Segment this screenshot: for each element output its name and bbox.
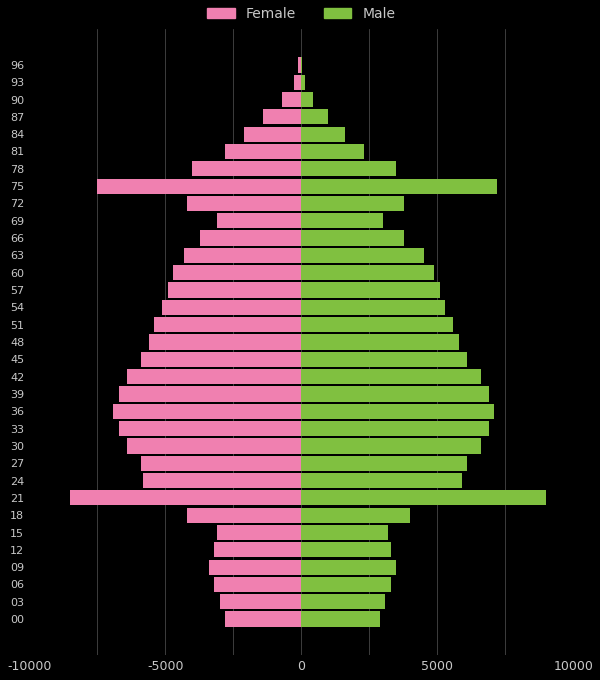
Bar: [301, 335, 459, 350]
Bar: [301, 611, 380, 627]
Bar: [301, 369, 481, 384]
Bar: [301, 577, 391, 592]
Bar: [301, 352, 467, 367]
Bar: [149, 335, 301, 350]
Bar: [127, 369, 301, 384]
Bar: [119, 386, 301, 402]
Bar: [184, 248, 301, 263]
Bar: [301, 490, 546, 505]
Bar: [217, 213, 301, 228]
Bar: [301, 126, 344, 142]
Bar: [220, 594, 301, 609]
Bar: [301, 92, 313, 107]
Bar: [301, 473, 461, 488]
Bar: [301, 317, 454, 333]
Bar: [244, 126, 301, 142]
Bar: [301, 560, 397, 575]
Bar: [97, 179, 301, 194]
Bar: [301, 161, 397, 176]
Bar: [298, 57, 301, 73]
Bar: [187, 196, 301, 211]
Bar: [225, 144, 301, 159]
Bar: [119, 421, 301, 436]
Bar: [301, 282, 440, 298]
Bar: [301, 248, 424, 263]
Bar: [293, 75, 301, 90]
Bar: [113, 404, 301, 419]
Bar: [301, 542, 391, 558]
Bar: [173, 265, 301, 280]
Legend: Female, Male: Female, Male: [201, 1, 401, 27]
Bar: [301, 75, 305, 90]
Bar: [301, 439, 481, 454]
Bar: [301, 265, 434, 280]
Bar: [187, 507, 301, 523]
Bar: [217, 525, 301, 540]
Bar: [301, 231, 404, 245]
Bar: [301, 404, 494, 419]
Bar: [163, 300, 301, 315]
Bar: [168, 282, 301, 298]
Bar: [200, 231, 301, 245]
Bar: [127, 439, 301, 454]
Bar: [301, 386, 489, 402]
Bar: [225, 611, 301, 627]
Bar: [193, 161, 301, 176]
Bar: [214, 542, 301, 558]
Bar: [140, 352, 301, 367]
Bar: [301, 456, 467, 471]
Bar: [282, 92, 301, 107]
Bar: [263, 109, 301, 124]
Bar: [301, 144, 364, 159]
Bar: [214, 577, 301, 592]
Bar: [140, 456, 301, 471]
Bar: [301, 507, 410, 523]
Bar: [70, 490, 301, 505]
Bar: [143, 473, 301, 488]
Bar: [301, 196, 404, 211]
Bar: [209, 560, 301, 575]
Bar: [301, 421, 489, 436]
Bar: [301, 213, 383, 228]
Bar: [301, 300, 445, 315]
Bar: [301, 525, 388, 540]
Bar: [301, 179, 497, 194]
Bar: [301, 109, 328, 124]
Bar: [301, 57, 302, 73]
Bar: [301, 594, 385, 609]
Bar: [154, 317, 301, 333]
